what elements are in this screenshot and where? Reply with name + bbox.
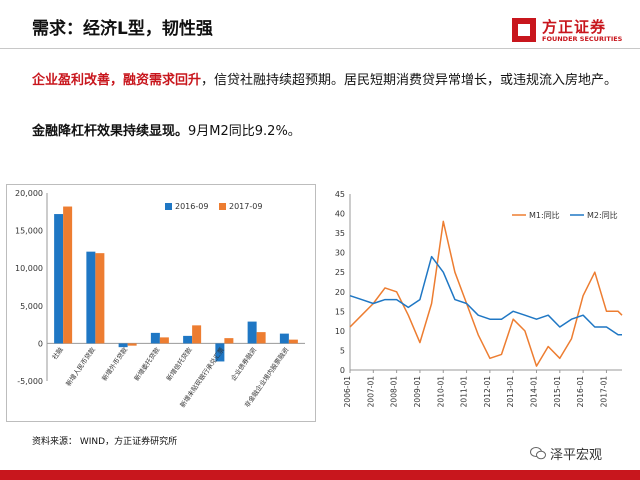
bar-2017-09 <box>63 206 73 344</box>
paragraph-credit-highlight: 企业盈利改善，融资需求回升 <box>32 73 202 88</box>
bar-y-tick-label: -5,000 <box>17 377 43 386</box>
bar-y-tick-label: 15,000 <box>15 227 43 236</box>
line-x-tick-label: 2017-01 <box>599 376 608 408</box>
bar-category-label: 社融 <box>50 345 65 361</box>
bar-2017-09 <box>288 339 298 344</box>
bar-2016-09 <box>86 251 96 344</box>
line-series-m2 <box>349 255 622 336</box>
bar-2016-09 <box>118 343 128 348</box>
bar-legend-swatch <box>219 203 226 210</box>
footer-bar <box>0 470 640 480</box>
logo-text-cn: 方正证券 <box>542 18 607 36</box>
bar-2017-09 <box>224 338 234 344</box>
bar-category-label: 新增人民币贷款 <box>64 345 98 388</box>
bar-legend-label: 2017-09 <box>229 202 262 211</box>
line-y-tick-label: 5 <box>340 346 345 355</box>
bar-2016-09 <box>247 321 257 344</box>
line-y-tick-label: 35 <box>335 229 345 238</box>
line-x-tick-label: 2007-01 <box>366 376 375 408</box>
bar-2017-09 <box>256 332 266 344</box>
bar-y-tick-label: 20,000 <box>15 189 43 198</box>
bar-2016-09 <box>183 335 193 344</box>
bar-category-label: 新增信托贷款 <box>164 345 194 383</box>
line-y-tick-label: 45 <box>335 190 345 199</box>
bar-y-tick-label: 5,000 <box>20 302 43 311</box>
paragraph-credit-body: ，信贷社融持续超预期。居民短期消费贷异常增长，或违规流入房地产。 <box>201 73 618 88</box>
line-x-tick-label: 2012-01 <box>483 376 492 408</box>
title-divider <box>0 48 640 49</box>
source-note: 资料来源： WIND，方正证券研究所 <box>32 437 178 447</box>
line-x-tick-label: 2010-01 <box>436 376 445 408</box>
bar-2016-09 <box>150 332 160 344</box>
line-x-tick-label: 2015-01 <box>553 376 562 408</box>
paragraph-credit: 企业盈利改善，融资需求回升，信贷社融持续超预期。居民短期消费贷异常增长，或违规流… <box>32 70 622 91</box>
financing-bar-chart: -5,00005,00010,00015,00020,000社融 新增人民币贷款新… <box>15 189 305 409</box>
m1-m2-line-chart-frame: 0 5 10 15 20 25 30 35 40 45 2006-01 2007-01 2008-01 2… <box>322 184 634 416</box>
bar-2017-09 <box>192 325 202 344</box>
line-y-tick-label: 40 <box>335 210 345 219</box>
paragraph-m2-body: 9月M2同比9.2%。 <box>188 124 301 139</box>
line-series-m1 <box>349 220 623 367</box>
slide-title: 需求：经济L型，韧性强 <box>32 19 213 39</box>
financing-bar-chart-frame: -5,000 0 5,000 10,000 15,000 20,000 社融 新增人民币贷款新… <box>6 184 316 422</box>
bar-2016-09 <box>54 214 64 344</box>
wechat-icon <box>530 447 546 460</box>
bar-2017-09 <box>127 343 137 346</box>
wechat-watermark: 泽平宏观 <box>530 444 602 463</box>
line-y-tick-label: 0 <box>340 366 345 375</box>
bar-category-label: 新增委托贷款 <box>132 345 162 383</box>
bar-2016-09 <box>215 343 225 362</box>
m1-m2-line-chart: 0 5 10 15 20 25 30 35 40 45 2006-01 2007-01 2008-01 2… <box>335 190 623 408</box>
bar-category-label: 企业债券融资 <box>229 345 259 383</box>
line-x-tick-label: 2008-01 <box>390 376 399 408</box>
line-x-tick-label: 2013-01 <box>506 376 515 408</box>
line-x-tick-label: 2009-01 <box>413 376 422 408</box>
logo-text-en: FOUNDER SECURITIES <box>542 35 623 43</box>
bar-2017-09 <box>95 253 105 344</box>
line-y-tick-label: 20 <box>335 288 345 297</box>
bar-y-tick-label: 0 <box>38 339 43 348</box>
line-y-tick-label: 10 <box>335 327 345 336</box>
bar-y-tick-label: 10,000 <box>15 264 43 273</box>
line-x-tick-label: 2006-01 <box>343 376 352 408</box>
line-y-tick-label: 30 <box>335 249 345 258</box>
line-x-tick-label: 2014-01 <box>530 376 539 408</box>
bar-category-label: 新增外币贷款 <box>100 345 130 383</box>
bar-2016-09 <box>279 333 289 344</box>
watermark-text: 泽平宏观 <box>550 448 603 463</box>
line-x-tick-label: 2011-01 <box>460 376 469 408</box>
line-legend-label: M2:同比 <box>587 210 618 220</box>
paragraph-m2-highlight: 金融降杠杆效果持续显现。 <box>32 124 189 139</box>
founder-securities-logo: 方正证券 FOUNDER SECURITIES <box>512 16 632 48</box>
line-legend-label: M1:同比 <box>529 210 560 220</box>
paragraph-m2: 金融降杠杆效果持续显现。9月M2同比9.2%。 <box>32 122 301 142</box>
line-y-tick-label: 25 <box>335 268 345 277</box>
logo-mark-icon <box>512 18 536 42</box>
line-y-tick-label: 15 <box>335 307 345 316</box>
bar-legend-label: 2016-09 <box>175 202 208 211</box>
line-x-tick-label: 2016-01 <box>576 376 585 408</box>
bar-legend-swatch <box>165 203 172 210</box>
bar-2017-09 <box>159 337 169 344</box>
